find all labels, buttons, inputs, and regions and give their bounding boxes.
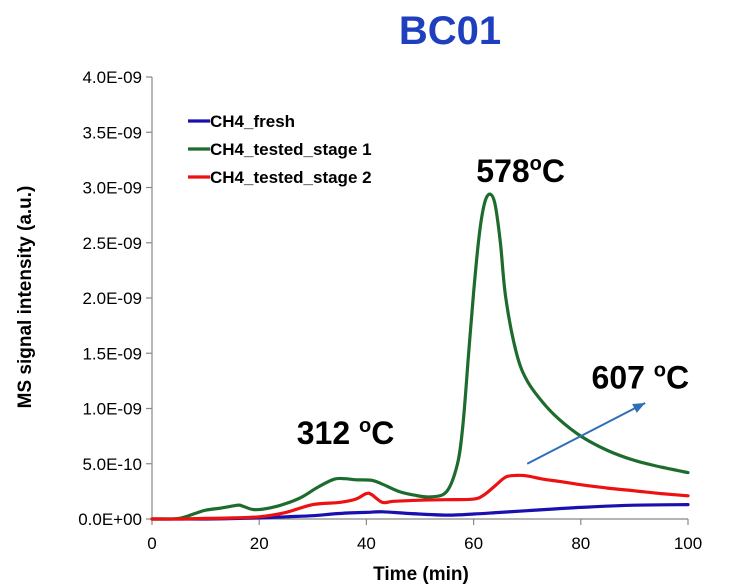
x-tick-label: 40 [357,534,376,553]
plot-area: 0.0E+00 5.0E-10 1.0E-09 1.5E-09 2.0E-09 2.5E-… [78,68,702,553]
y-tick-label: 2.5E-09 [82,234,142,253]
x-ticks: 0 20 40 60 80 100 [147,519,702,553]
series-lines [150,192,690,521]
x-tick-label: 100 [674,534,702,553]
legend-label-2: CH4_tested_stage 1 [210,140,372,159]
y-tick-label: 3.0E-09 [82,179,142,198]
annotation-arrow [526,402,646,465]
peak-annotation-1: 578oC [476,153,565,189]
x-tick-label: 20 [250,534,269,553]
chart-title: BC01 [399,9,501,53]
peak-annotation-3: 607 oC [592,360,690,396]
annotation-arrow-head [632,402,646,413]
y-tick-label: 1.0E-09 [82,400,142,419]
y-tick-label: 4.0E-09 [82,68,142,87]
series-line-2 [150,192,690,521]
x-axis-label: Time (min) [373,564,469,585]
x-tick-label: 60 [464,534,483,553]
y-tick-label: 5.0E-10 [82,455,142,474]
y-tick-label: 1.5E-09 [82,344,142,363]
x-tick-label: 0 [147,534,156,553]
y-tick-label: 0.0E+00 [78,510,142,529]
series-line-3 [150,473,690,521]
y-axis-label: MS signal intensity (a.u.) [15,186,36,409]
y-ticks: 0.0E+00 5.0E-10 1.0E-09 1.5E-09 2.0E-09 2.5E-… [78,68,152,529]
x-tick-label: 80 [571,534,590,553]
y-tick-label: 2.0E-09 [82,289,142,308]
annotations: 578oC 312 oC 607 oC [297,153,690,465]
legend: CH4_fresh CH4_tested_stage 1 CH4_tested_st… [188,112,372,187]
legend-label-1: CH4_fresh [210,112,295,131]
y-tick-label: 3.5E-09 [82,123,142,142]
legend-label-3: CH4_tested_stage 2 [210,168,372,187]
peak-annotation-2: 312 oC [297,415,395,451]
series-line-1 [150,503,690,521]
